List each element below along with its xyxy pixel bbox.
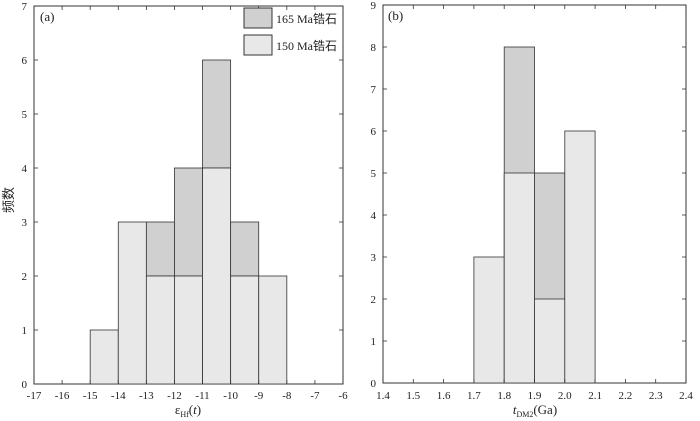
panel-a-y-ticks: 0 1 2 3 4 5 6 7 [22, 1, 343, 391]
bar-150-bin-1 [117, 221, 147, 385]
a-x-tick-label-3: -14 [111, 390, 126, 402]
b-x-tick-label-10: 2.4 [679, 390, 693, 402]
b-x-tick-label-0: 1.4 [376, 390, 390, 402]
panel-b: 1.4 1.5 1.6 1.7 1.8 1.9 2.0 2.1 2.2 2.3 2.4 0 1 2 3 4 5… [371, 0, 694, 419]
bar-150-bin-2 [145, 275, 175, 385]
bar-150-bin-4 [202, 167, 232, 385]
a-x-tick-label-2: -15 [83, 390, 98, 402]
bar-165-bin-2 [145, 221, 175, 277]
a-x-tick-label-4: -13 [139, 390, 154, 402]
panel-a-y-label: 频数 [1, 187, 16, 213]
panel-a-label: (a) [40, 9, 54, 24]
b-x-tick-label-5: 1.9 [528, 390, 542, 402]
panel-b-bars [473, 46, 596, 384]
b-y-tick-label-3: 3 [371, 252, 377, 264]
b-y-tick-label-6: 6 [371, 126, 377, 138]
panel-b-label: (b) [388, 8, 403, 23]
a-y-tick-label-0: 0 [22, 379, 28, 391]
b-x-tick-label-6: 2.0 [558, 390, 572, 402]
b-x-tick-label-4: 1.8 [497, 390, 511, 402]
bar-165-bin-4 [202, 59, 232, 169]
panel-a-bars [89, 59, 288, 385]
a-x-tick-label-7: -10 [223, 390, 238, 402]
a-y-tick-label-6: 6 [22, 55, 28, 67]
b-bar-3 [503, 172, 535, 384]
b-bar-2 [473, 256, 505, 384]
panel-b-y-ticks: 0 1 2 3 4 5 6 7 8 9 [371, 0, 686, 390]
b-x-tick-label-8: 2.2 [619, 390, 633, 402]
b-y-tick-label-5: 5 [371, 168, 377, 180]
a-x-tick-label-11: -6 [338, 390, 348, 402]
a-y-tick-label-7: 7 [22, 1, 28, 13]
b-y-tick-label-1: 1 [371, 336, 377, 348]
panel-a-x-label: εHf(t) [175, 402, 201, 419]
a-x-tick-label-5: -12 [167, 390, 182, 402]
a-x-tick-label-6: -11 [195, 390, 209, 402]
a-x-tick-label-8: -9 [254, 390, 264, 402]
legend-swatch-150 [243, 34, 273, 56]
a-y-tick-label-1: 1 [22, 325, 28, 337]
legend-label-165: 165 Ma锆石 [276, 12, 337, 26]
b-x-tick-label-3: 1.7 [467, 390, 481, 402]
a-x-tick-label-9: -8 [282, 390, 292, 402]
bar-150-bin-3 [174, 275, 203, 385]
a-x-tick-label-1: -16 [55, 390, 70, 402]
a-y-tick-label-3: 3 [22, 217, 28, 229]
b-y-tick-label-8: 8 [371, 42, 377, 54]
legend-label-150: 150 Ma锆石 [276, 39, 337, 53]
b-x-tick-label-2: 1.6 [437, 390, 451, 402]
b-x-tick-label-1: 1.5 [406, 390, 420, 402]
b-x-tick-label-7: 2.1 [588, 390, 602, 402]
bar-165-bin-3 [174, 167, 203, 277]
panel-b-x-label: tDM2(Ga) [513, 402, 557, 419]
a-y-tick-label-4: 4 [22, 163, 28, 175]
b-y-tick-label-7: 7 [371, 84, 377, 96]
b-y-tick-label-2: 2 [371, 294, 377, 306]
b-bar-4 [534, 298, 566, 384]
bar-150-bin-0 [89, 329, 119, 385]
a-y-tick-label-5: 5 [22, 109, 28, 121]
panel-b-x-ticks: 1.4 1.5 1.6 1.7 1.8 1.9 2.0 2.1 2.2 2.3 2.4 [376, 5, 693, 402]
a-x-tick-label-10: -7 [310, 390, 320, 402]
panel-a-x-ticks: -17 -16 -15 -14 -13 -12 -11 -10 -9 -8 -7 -6 [27, 6, 348, 402]
b-y-tick-label-9: 9 [371, 0, 377, 12]
b-x-tick-label-9: 2.3 [649, 390, 663, 402]
b-y-tick-label-0: 0 [371, 378, 377, 390]
panel-a: -17 -16 -15 -14 -13 -12 -11 -10 -9 -8 -7 -6 0 1 2 3 4 5 6… [1, 1, 348, 419]
b-y-tick-label-4: 4 [371, 210, 377, 222]
bar-150-bin-6 [258, 275, 288, 385]
a-x-tick-label-0: -17 [27, 390, 42, 402]
legend-swatch-165 [243, 7, 273, 29]
bar-165-bin-5 [230, 221, 260, 277]
a-y-tick-label-2: 2 [22, 271, 28, 283]
bar-150-bin-5 [230, 275, 260, 385]
b-bar-5 [564, 130, 596, 384]
panel-a-legend: 165 Ma锆石 150 Ma锆石 [243, 7, 337, 56]
